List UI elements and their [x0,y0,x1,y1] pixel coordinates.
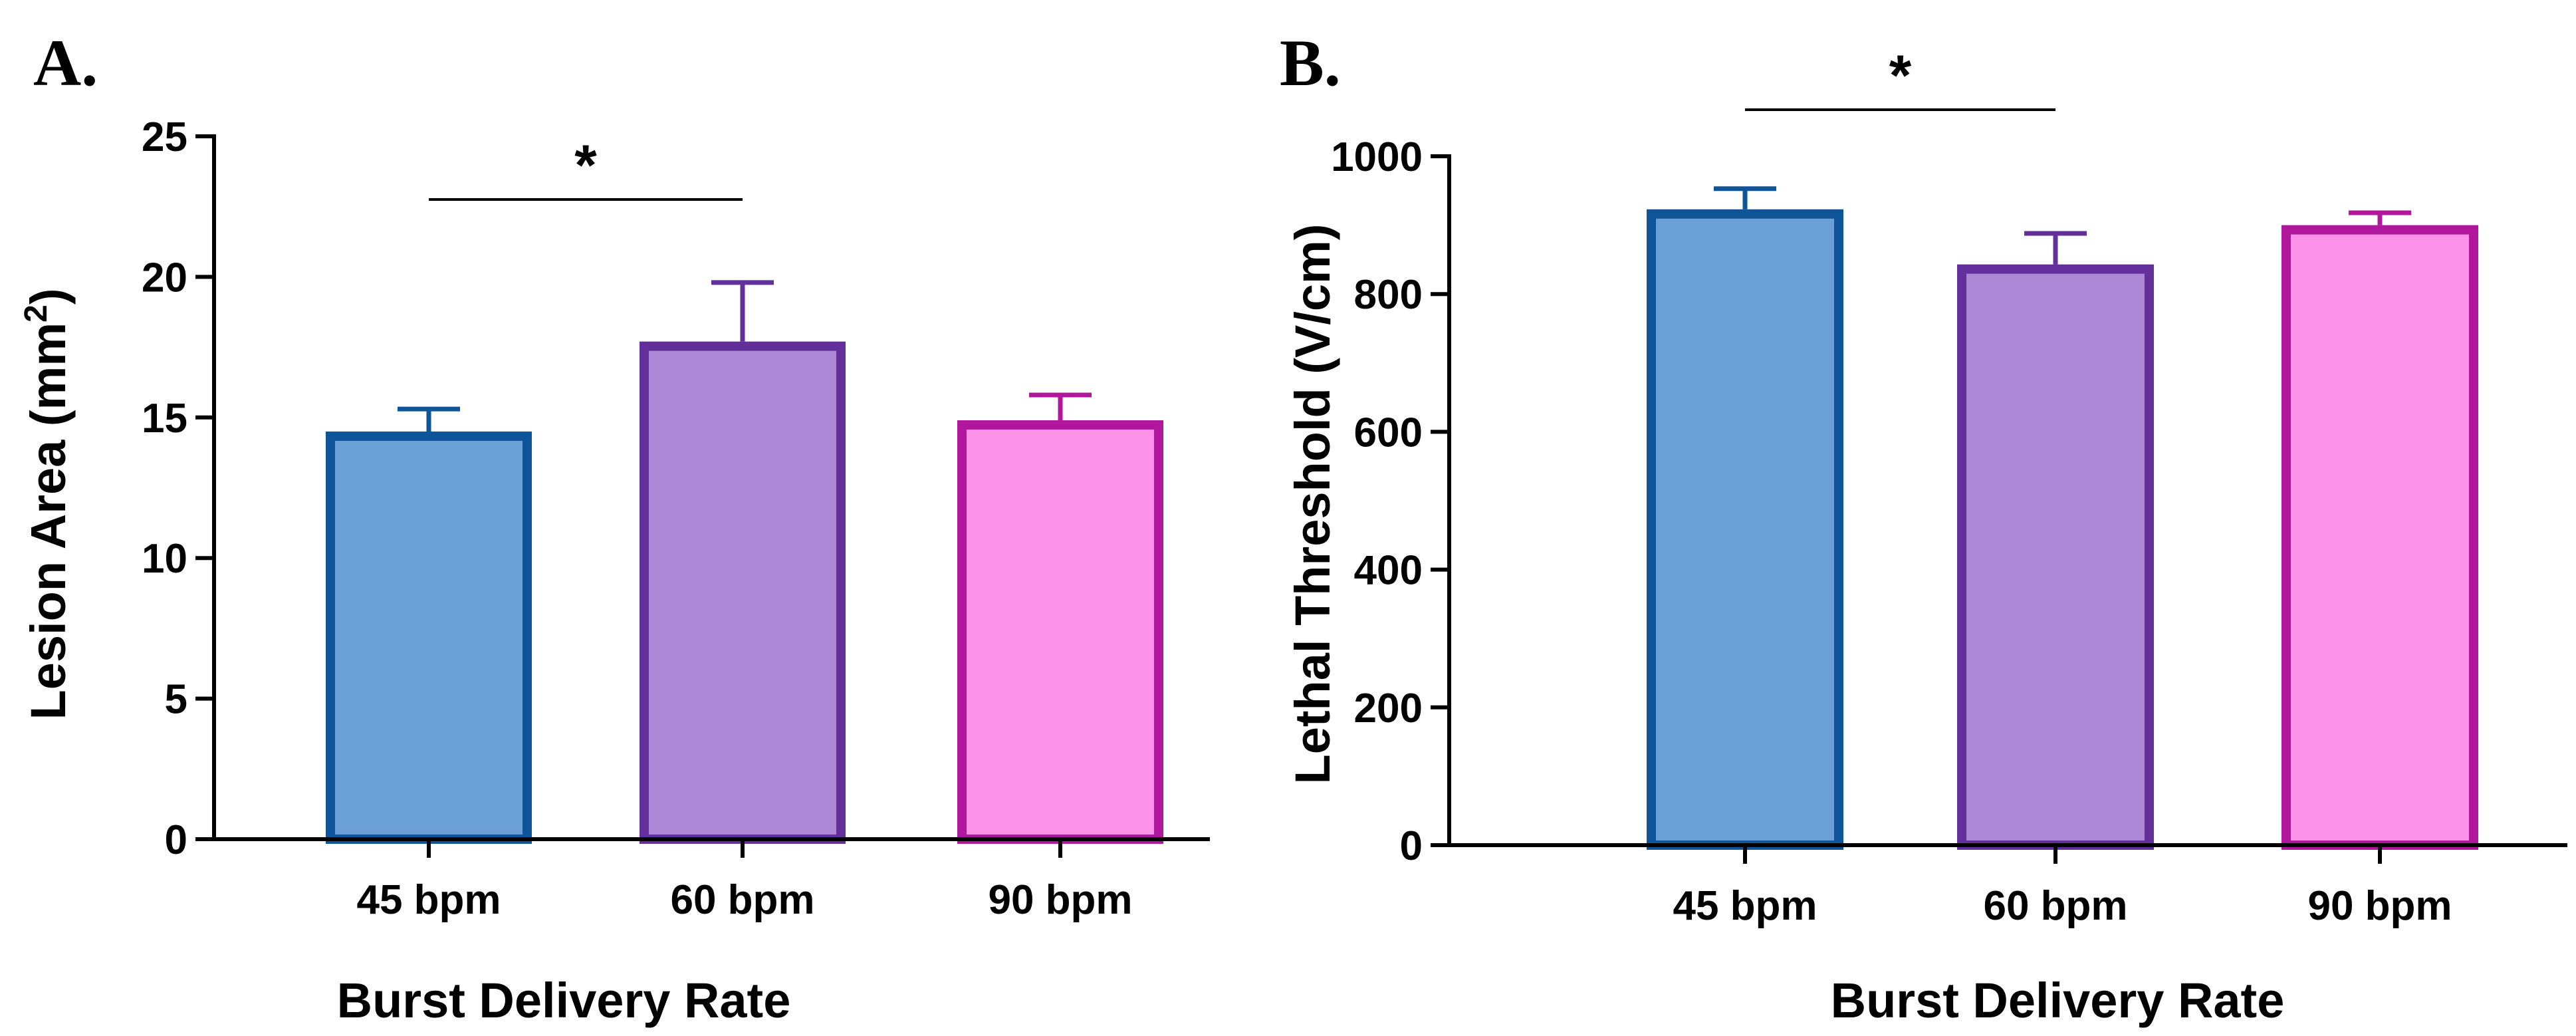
panel-b-plot-area: 0 200 400 600 800 1000 45 bpm 60 bpm 90 bpm * [1331,44,2567,929]
panel-a-y-axis-title-superscript: 2 [19,305,54,323]
panel-a-y-tick-label: 10 [142,536,187,582]
panel-b-y-tick-label: 400 [1354,548,1423,594]
panel-b-bar [2282,225,2478,850]
panel-b-significance-star: * [1889,44,1912,108]
panel-b-x-axis-title: Burst Delivery Rate [1831,973,2285,1028]
panel-b-y-tick-label: 1000 [1331,134,1423,180]
panel-a-y-tick-label: 15 [142,396,187,442]
panel-b-y-tick-label: 600 [1354,410,1423,455]
panel-b-bar [1957,264,2154,850]
panel-b-y-axis-title: Lethal Threshold (V/cm) [1285,224,1340,785]
panel-a-y-tick-label: 5 [165,677,187,723]
panel-b-x-tick-label: 45 bpm [1673,883,1817,929]
panel-b-bar [1647,209,1843,850]
panel-a-bar [326,431,532,844]
panel-a-x-tick-label: 60 bpm [670,877,814,923]
panel-a-bar [957,420,1163,844]
panel-a: A. Lesion Area (mm2) Burst Delivery Rate… [19,26,1210,1028]
panel-a-x-tick-label: 45 bpm [356,877,501,923]
panel-a-plot-area: 0 5 10 15 20 25 45 bpm 60 bpm 90 bpm * [142,114,1210,923]
panel-a-y-tick-label: 0 [165,817,187,863]
panel-a-significance-star: * [574,134,597,197]
panel-a-bar [640,341,846,844]
panel-b-y-tick-label: 200 [1354,686,1423,731]
panel-a-x-axis-title: Burst Delivery Rate [337,973,791,1028]
panel-a-x-tick-label: 90 bpm [988,877,1132,923]
panel-b-x-tick-label: 90 bpm [2307,883,2452,929]
panel-b-letter: B. [1280,26,1341,100]
panel-b-y-tick-label: 0 [1400,823,1423,869]
panel-a-y-axis-title: Lesion Area (mm2) [19,289,76,720]
panel-b-y-tick-label: 800 [1354,272,1423,318]
panel-a-y-tick-label: 20 [142,255,187,301]
panel-a-y-tick-label: 25 [142,114,187,160]
panel-b-x-tick-label: 60 bpm [1983,883,2127,929]
panel-a-letter: A. [33,26,98,100]
panel-b: B. Lethal Threshold (V/cm) Burst Deliver… [1280,26,2567,1028]
